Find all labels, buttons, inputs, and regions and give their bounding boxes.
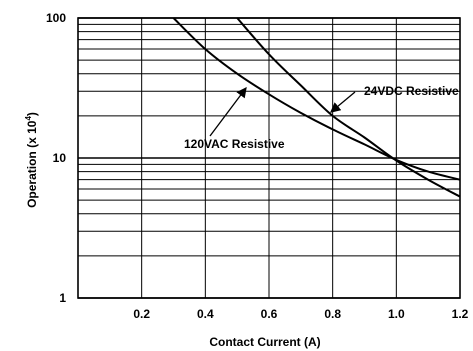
annotation-arrow-120vac [210, 88, 246, 136]
series-120vac-resistive [174, 18, 461, 180]
x-tick-label: 1.0 [388, 307, 405, 321]
x-tick-label: 0.8 [324, 307, 341, 321]
series-24vdc-resistive [237, 18, 460, 197]
y-axis-label: Operation (x 104) [24, 112, 39, 208]
x-tick-label: 0.2 [133, 307, 150, 321]
x-tick-label: 1.2 [452, 307, 469, 321]
x-tick-label: 0.4 [197, 307, 214, 321]
y-tick-label: 1 [59, 291, 66, 305]
annotation-arrow-24vdc [331, 92, 355, 112]
annotation-24vdc-resistive: 24VDC Resistive [364, 84, 459, 98]
x-axis-label: Contact Current (A) [209, 335, 320, 349]
grid [78, 18, 460, 298]
annotations: 24VDC Resistive 120VAC Resistive [184, 84, 459, 151]
series-layer [174, 18, 461, 197]
y-axis-label-close: ) [25, 112, 39, 116]
y-tick-label: 100 [46, 11, 66, 25]
annotation-120vac-resistive: 120VAC Resistive [184, 137, 285, 151]
x-tick-label: 0.6 [261, 307, 278, 321]
y-tick-label: 10 [53, 151, 67, 165]
y-axis-label-main: Operation (x 10 [25, 120, 39, 208]
